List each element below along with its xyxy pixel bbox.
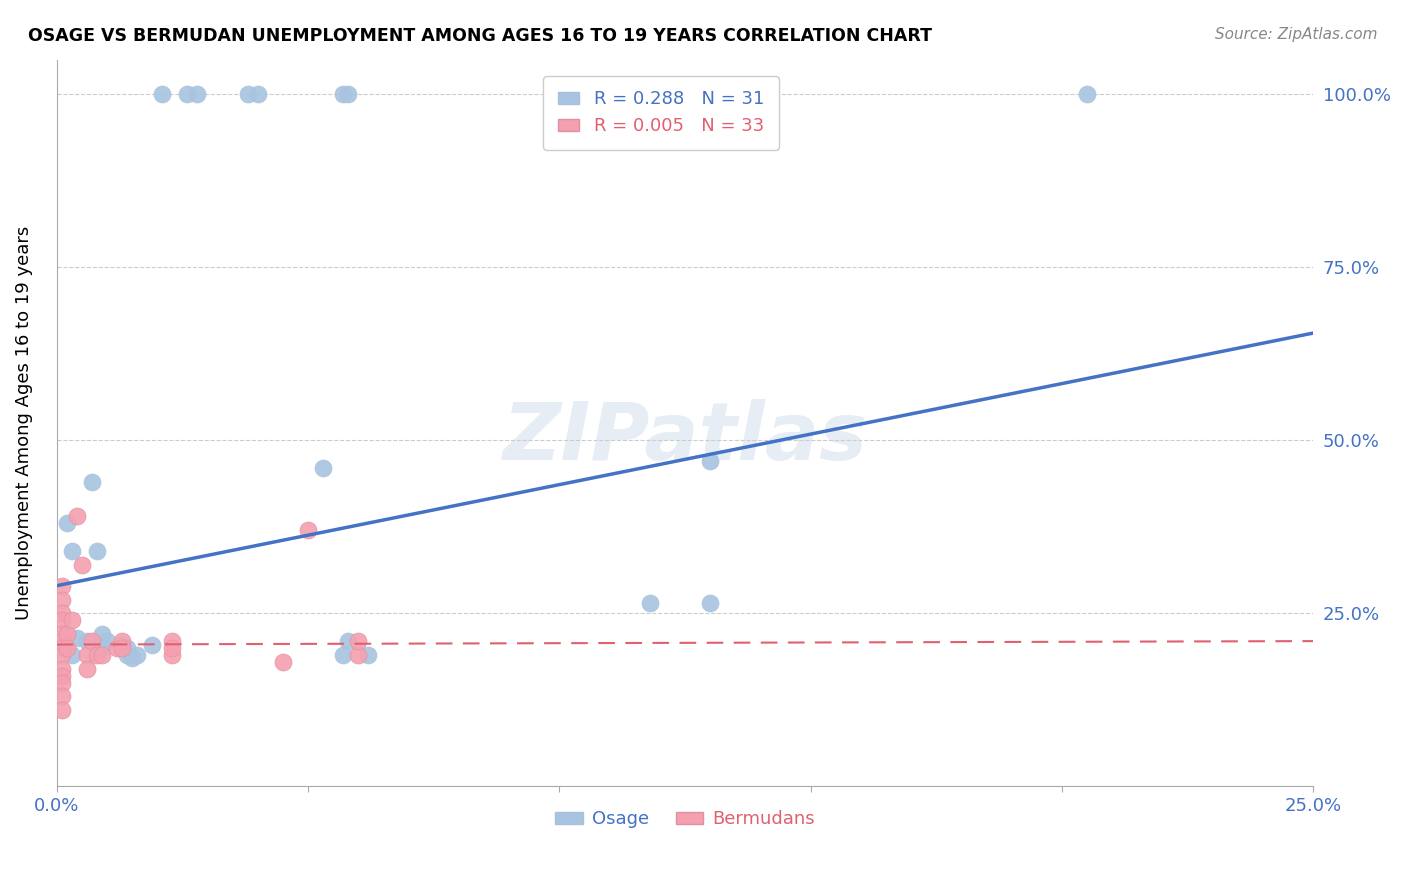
Point xyxy=(90,640,112,655)
Point xyxy=(80,634,103,648)
Point xyxy=(125,648,148,662)
Point xyxy=(297,524,319,538)
Point xyxy=(51,579,73,593)
Legend: Osage, Bermudans: Osage, Bermudans xyxy=(548,803,821,836)
Point xyxy=(90,627,112,641)
Point xyxy=(86,544,108,558)
Point xyxy=(76,662,98,676)
Point xyxy=(80,475,103,489)
Point xyxy=(76,634,98,648)
Point xyxy=(347,648,370,662)
Point xyxy=(337,87,360,102)
Point xyxy=(66,631,89,645)
Point xyxy=(150,87,173,102)
Point xyxy=(96,634,118,648)
Point xyxy=(60,544,83,558)
Text: ZIPatlas: ZIPatlas xyxy=(502,399,868,476)
Point xyxy=(51,640,73,655)
Point xyxy=(60,613,83,627)
Point xyxy=(115,640,138,655)
Point xyxy=(111,640,134,655)
Point xyxy=(51,662,73,676)
Point xyxy=(699,454,721,468)
Point xyxy=(186,87,208,102)
Point xyxy=(90,648,112,662)
Point xyxy=(66,509,89,524)
Point xyxy=(111,634,134,648)
Point xyxy=(60,648,83,662)
Text: Source: ZipAtlas.com: Source: ZipAtlas.com xyxy=(1215,27,1378,42)
Point xyxy=(236,87,259,102)
Point xyxy=(51,627,73,641)
Point xyxy=(141,638,163,652)
Point xyxy=(70,558,93,572)
Point xyxy=(176,87,198,102)
Point xyxy=(332,87,354,102)
Point xyxy=(1076,87,1098,102)
Point xyxy=(337,634,360,648)
Point xyxy=(51,592,73,607)
Text: OSAGE VS BERMUDAN UNEMPLOYMENT AMONG AGES 16 TO 19 YEARS CORRELATION CHART: OSAGE VS BERMUDAN UNEMPLOYMENT AMONG AGE… xyxy=(28,27,932,45)
Point xyxy=(357,648,380,662)
Y-axis label: Unemployment Among Ages 16 to 19 years: Unemployment Among Ages 16 to 19 years xyxy=(15,226,32,620)
Point xyxy=(115,648,138,662)
Point xyxy=(55,640,77,655)
Point xyxy=(51,607,73,621)
Point xyxy=(111,638,134,652)
Point xyxy=(51,703,73,717)
Point xyxy=(271,655,294,669)
Point xyxy=(332,648,354,662)
Point xyxy=(121,651,143,665)
Point xyxy=(51,669,73,683)
Point xyxy=(160,648,183,662)
Point xyxy=(699,596,721,610)
Point xyxy=(76,648,98,662)
Point xyxy=(86,648,108,662)
Point xyxy=(55,627,77,641)
Point xyxy=(51,648,73,662)
Point xyxy=(160,634,183,648)
Point xyxy=(55,516,77,531)
Point xyxy=(246,87,269,102)
Point xyxy=(51,634,73,648)
Point xyxy=(51,675,73,690)
Point xyxy=(51,613,73,627)
Point xyxy=(312,461,335,475)
Point xyxy=(160,640,183,655)
Point xyxy=(105,640,128,655)
Point xyxy=(51,690,73,704)
Point xyxy=(638,596,661,610)
Point xyxy=(347,634,370,648)
